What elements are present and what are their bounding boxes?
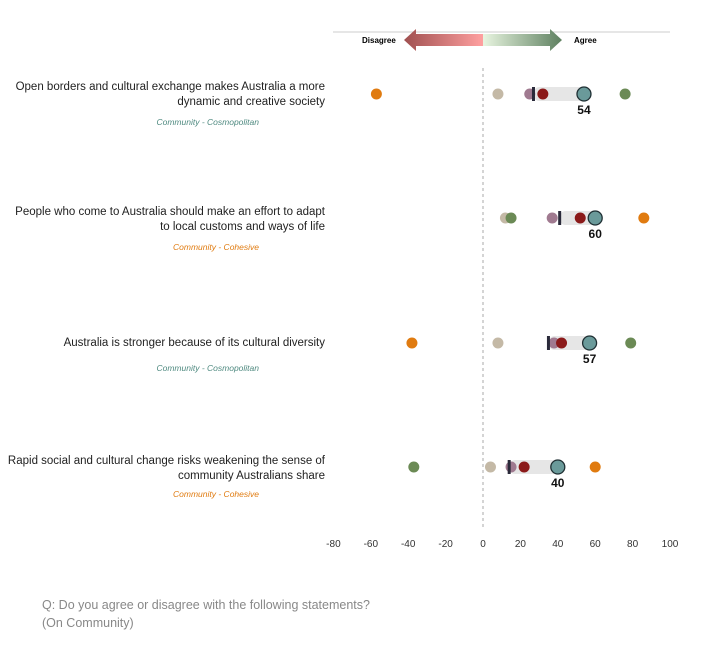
x-tick-label: -60 — [364, 539, 379, 550]
question-line-2: (On Community) — [42, 616, 134, 630]
statement-3: Australia is stronger because of its cul… — [63, 337, 325, 349]
marker-bar — [558, 211, 562, 225]
dot-red — [537, 88, 549, 100]
marker-bar — [546, 336, 550, 350]
question-line-1: Q: Do you agree or disagree with the fol… — [42, 598, 370, 612]
category-2: Community - Cohesive — [173, 242, 259, 252]
dot-purple — [546, 212, 558, 224]
dot-overall — [550, 459, 566, 475]
dot-red — [574, 212, 586, 224]
agree-arrow — [483, 29, 562, 51]
dot-beige — [492, 337, 504, 349]
category-4: Community - Cohesive — [173, 489, 259, 499]
x-tick-label: -40 — [401, 539, 416, 550]
dot-overall — [587, 210, 603, 226]
category-3: Community - Cosmopolitan — [156, 363, 259, 373]
dot-red — [518, 461, 530, 473]
statement-2: People who come to Australia should make… — [15, 206, 325, 233]
dot-green — [625, 337, 637, 349]
overall-value-label: 54 — [577, 103, 591, 117]
overall-value-label: 57 — [583, 352, 597, 366]
disagree-arrow — [404, 29, 483, 51]
x-tick-label: 20 — [515, 539, 527, 550]
dot-orange — [638, 212, 650, 224]
marker-bar — [507, 460, 511, 474]
marker-bar — [531, 87, 535, 101]
dot-red — [556, 337, 568, 349]
x-tick-label: -80 — [326, 539, 341, 550]
legend-disagree: Disagree — [362, 36, 396, 45]
dot-green — [619, 88, 631, 100]
dot-overall — [581, 335, 598, 351]
x-tick-label: 40 — [552, 539, 564, 550]
legend-agree: Agree — [574, 36, 597, 45]
category-1: Community - Cosmopolitan — [156, 117, 259, 127]
question-text: Q: Do you agree or disagree with the fol… — [42, 596, 370, 632]
dot-green — [408, 461, 420, 473]
statement-1: Open borders and cultural exchange makes… — [15, 81, 325, 108]
dot-beige — [484, 461, 496, 473]
dot-orange — [370, 88, 382, 100]
x-tick-label: 0 — [480, 539, 486, 550]
dot-beige — [492, 88, 504, 100]
dot-purple — [505, 461, 517, 473]
x-tick-label: 80 — [627, 539, 639, 550]
dot-orange — [406, 337, 418, 349]
statement-4: Rapid social and cultural change risks w… — [7, 455, 325, 482]
x-tick-label: 100 — [662, 539, 679, 550]
dot-orange — [589, 461, 601, 473]
x-tick-label: 60 — [590, 539, 602, 550]
dot-overall — [576, 86, 592, 102]
overall-value-label: 40 — [551, 476, 565, 490]
overall-value-label: 60 — [589, 227, 603, 241]
x-tick-label: -20 — [438, 539, 453, 550]
dot-green — [505, 212, 517, 224]
